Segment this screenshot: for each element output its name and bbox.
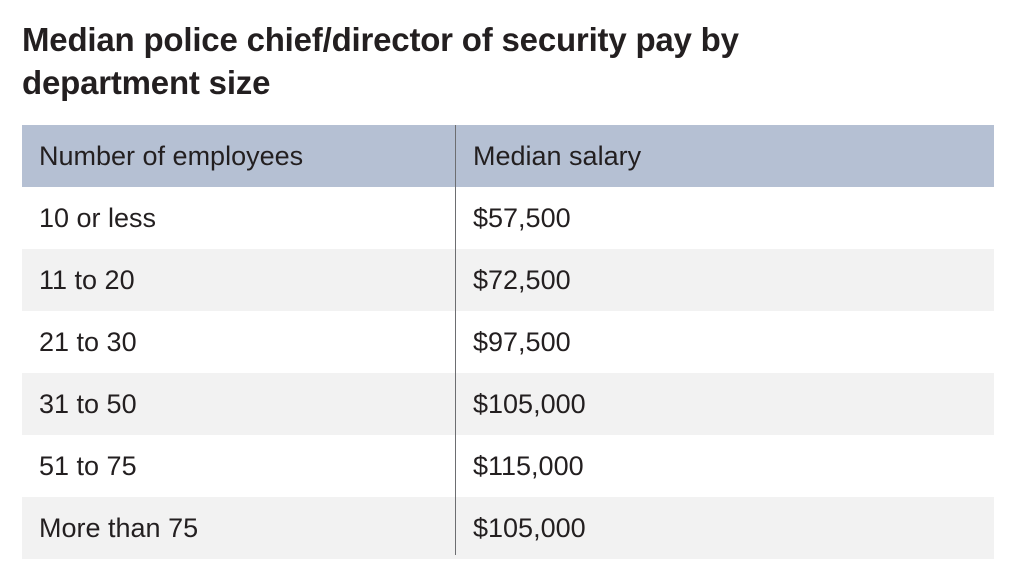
column-header-salary: Median salary xyxy=(473,140,642,171)
salary-table: Number of employees Median salary 10 or … xyxy=(22,125,994,559)
employees-cell: 11 to 20 xyxy=(39,264,135,295)
employees-cell: 31 to 50 xyxy=(39,388,137,419)
salary-cell: $105,000 xyxy=(473,512,586,543)
column-divider xyxy=(455,125,456,555)
table-row: 10 or less $57,500 xyxy=(22,187,994,249)
salary-cell: $97,500 xyxy=(473,326,571,357)
table-row: 51 to 75 $115,000 xyxy=(22,435,994,497)
employees-cell: 51 to 75 xyxy=(39,450,137,481)
salary-cell: $57,500 xyxy=(473,202,571,233)
table-row: 31 to 50 $105,000 xyxy=(22,373,994,435)
table-row: More than 75 $105,000 xyxy=(22,497,994,559)
table-row: 11 to 20 $72,500 xyxy=(22,249,994,311)
column-header-employees: Number of employees xyxy=(39,140,304,171)
table-row: 21 to 30 $97,500 xyxy=(22,311,994,373)
employees-cell: More than 75 xyxy=(39,512,199,543)
salary-cell: $105,000 xyxy=(473,388,586,419)
table-header-row: Number of employees Median salary xyxy=(22,125,994,187)
salary-cell: $115,000 xyxy=(473,450,584,481)
employees-cell: 10 or less xyxy=(39,202,157,233)
employees-cell: 21 to 30 xyxy=(39,326,137,357)
chart-title: Median police chief/director of security… xyxy=(22,21,739,101)
salary-cell: $72,500 xyxy=(473,264,571,295)
